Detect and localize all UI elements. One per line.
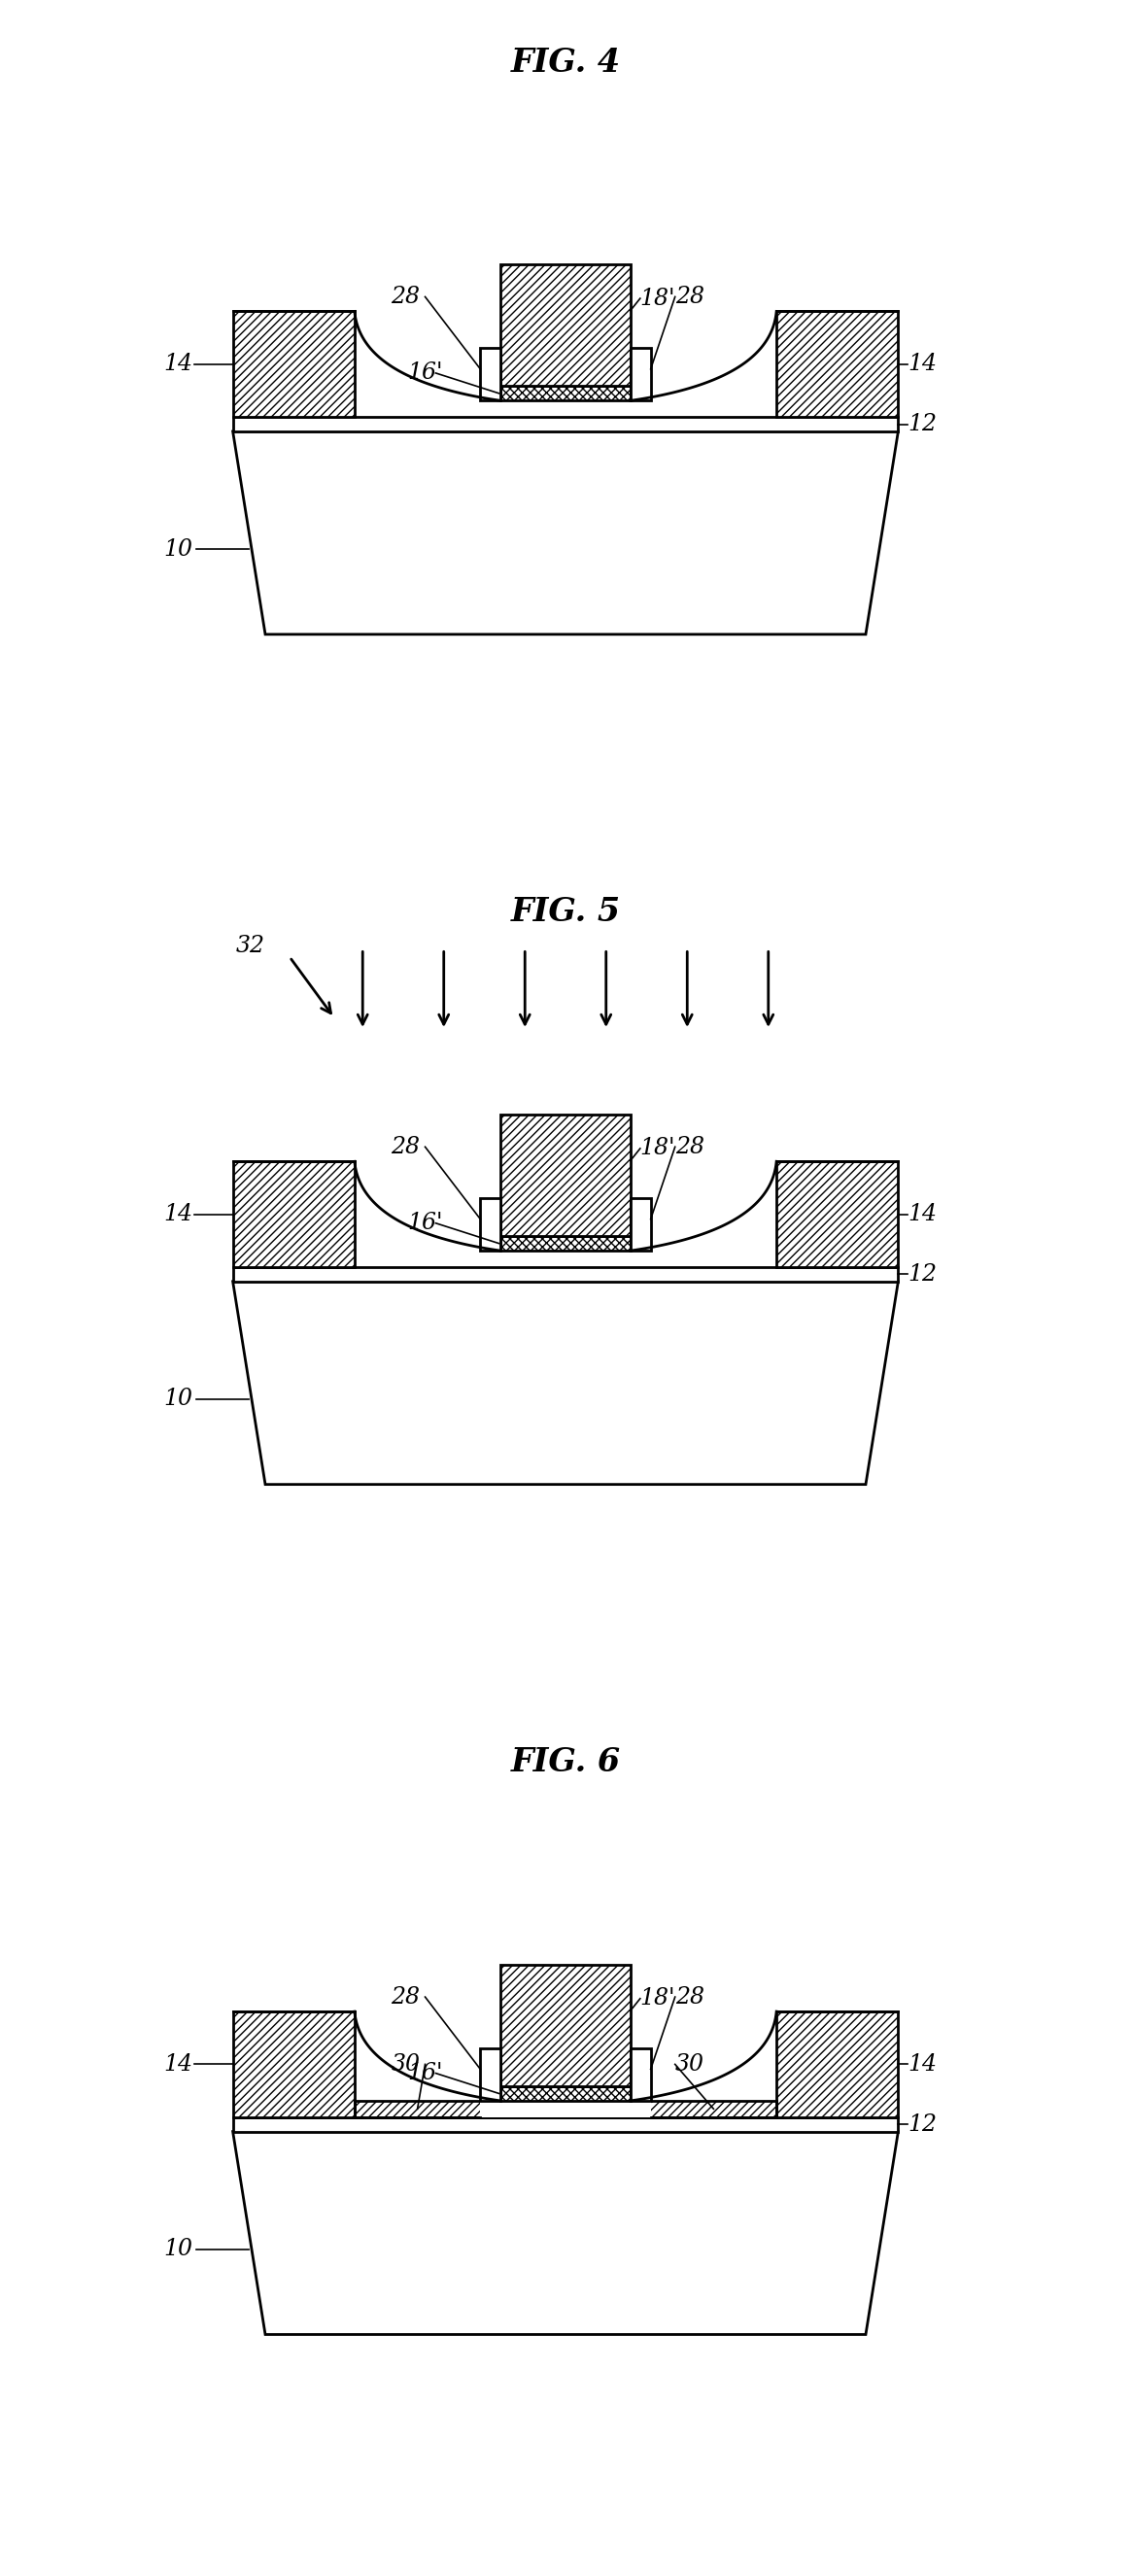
- Bar: [354, 2102, 777, 2117]
- Bar: [501, 1236, 630, 1252]
- Bar: [481, 2102, 650, 2117]
- Text: 28: 28: [675, 286, 705, 309]
- Bar: [777, 2012, 898, 2117]
- Bar: [630, 2048, 650, 2102]
- Bar: [481, 1198, 501, 1252]
- Text: 18': 18': [640, 1139, 675, 1159]
- Text: 28: 28: [675, 1986, 705, 2009]
- Bar: [233, 312, 354, 417]
- Bar: [501, 386, 630, 402]
- Bar: [233, 2012, 354, 2117]
- Bar: [233, 1162, 354, 1267]
- Bar: [481, 2048, 501, 2102]
- Text: 10: 10: [164, 2239, 193, 2262]
- Bar: [233, 2117, 898, 2133]
- Polygon shape: [233, 2133, 898, 2334]
- Bar: [501, 2087, 630, 2102]
- Text: 18': 18': [640, 1989, 675, 2009]
- Text: 14: 14: [164, 1203, 193, 1226]
- Text: 30: 30: [675, 2053, 705, 2076]
- Text: 14: 14: [908, 1203, 938, 1226]
- Text: 10: 10: [164, 538, 193, 562]
- Text: FIG. 5: FIG. 5: [510, 896, 621, 927]
- Polygon shape: [233, 1280, 898, 1484]
- Bar: [777, 312, 898, 417]
- Text: 16': 16': [407, 361, 442, 384]
- Text: 14: 14: [164, 353, 193, 376]
- Text: 12: 12: [908, 412, 938, 435]
- Bar: [501, 1115, 630, 1236]
- Text: 12: 12: [908, 1262, 938, 1285]
- Bar: [630, 348, 650, 402]
- Text: 16': 16': [407, 2061, 442, 2084]
- Text: 28: 28: [391, 1136, 421, 1159]
- Bar: [777, 1162, 898, 1267]
- Text: 28: 28: [675, 1136, 705, 1159]
- Text: 18': 18': [640, 289, 675, 309]
- Text: FIG. 4: FIG. 4: [510, 46, 621, 77]
- Text: 14: 14: [908, 353, 938, 376]
- Text: 16': 16': [407, 1211, 442, 1234]
- Bar: [481, 348, 501, 402]
- Bar: [501, 1965, 630, 2087]
- Text: FIG. 6: FIG. 6: [510, 1747, 621, 1777]
- Bar: [630, 1198, 650, 1252]
- Text: 12: 12: [908, 2112, 938, 2136]
- Text: 30: 30: [391, 2053, 421, 2076]
- Bar: [233, 1267, 898, 1280]
- Text: 14: 14: [908, 2053, 938, 2076]
- Polygon shape: [233, 430, 898, 634]
- Text: 14: 14: [164, 2053, 193, 2076]
- Bar: [233, 417, 898, 430]
- Text: 28: 28: [391, 1986, 421, 2009]
- Text: 32: 32: [236, 935, 266, 958]
- Text: 10: 10: [164, 1388, 193, 1412]
- Bar: [501, 265, 630, 386]
- Text: 28: 28: [391, 286, 421, 309]
